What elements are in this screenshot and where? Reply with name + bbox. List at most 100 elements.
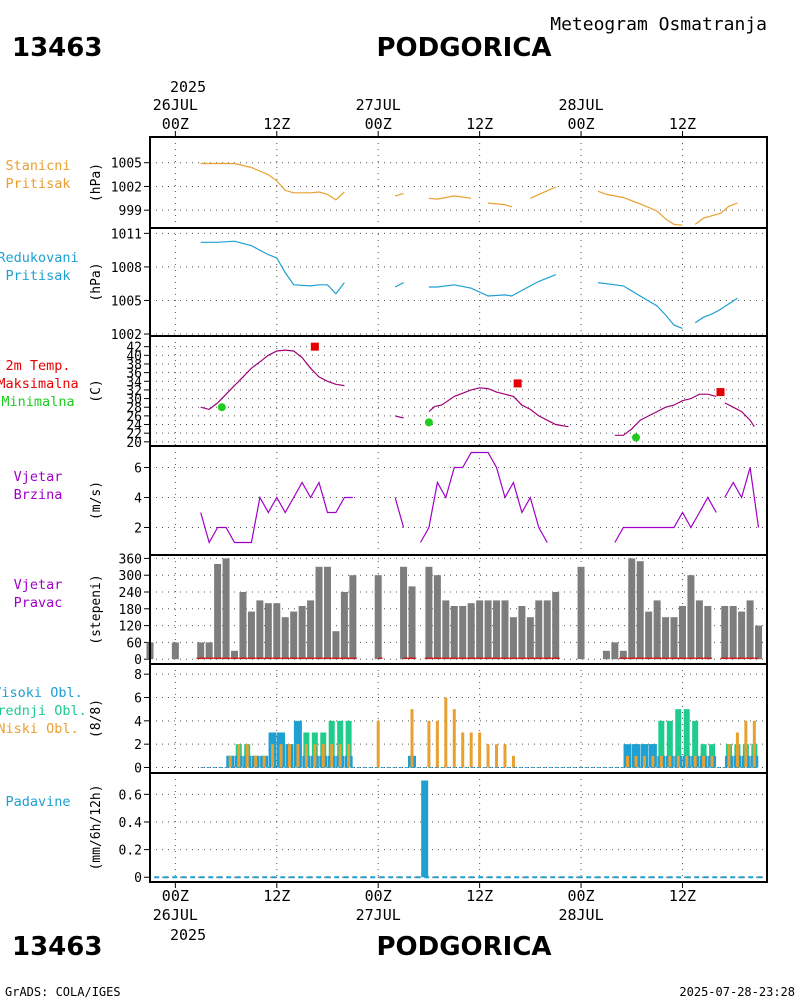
cloud-bar-low [486, 744, 490, 768]
wind-dir-bar [239, 592, 247, 660]
bottom-year: 2025 [170, 926, 206, 944]
panel-station_pressure: Stanicni Pritisak (hPa) 1005 1002 999 [5, 136, 768, 229]
min-temp-marker [217, 403, 226, 412]
wind-dir-bar [501, 600, 509, 660]
cloud-bar-low [659, 755, 663, 768]
cloud-bar-mid [337, 720, 344, 768]
cloud-bar-low [330, 744, 334, 768]
wind-dir-bar [273, 603, 281, 660]
cloud-bar-low [676, 755, 680, 768]
wind-dir-bar [729, 606, 737, 660]
bottom-tick-label: 12Z [466, 887, 493, 905]
cloud-bar-low [503, 744, 507, 768]
y-tick-label: 0.4 [119, 816, 143, 831]
wind-dir-bar [247, 611, 255, 660]
y-tick-label: 240 [119, 586, 142, 601]
cloud-bar-low [693, 755, 697, 768]
wind-dir-bar [509, 617, 517, 660]
y-tick-label: 6 [134, 692, 142, 707]
panel-label: 2m Temp. [5, 358, 70, 374]
panel-wind_speed: Vjetar Brzina (m/s) 6 4 2 [14, 445, 768, 556]
cloud-bar-low [237, 744, 241, 768]
y-tick-label: 36 [126, 367, 142, 382]
cloud-bar-low [626, 755, 630, 768]
cloud-bar-low [642, 755, 646, 768]
top-tick-label: 00Z [568, 115, 595, 133]
max-temp-marker [310, 342, 319, 351]
wind-dir-bar [628, 558, 636, 660]
series-line-station_pressure [488, 202, 512, 208]
wind-dir-bar [755, 625, 763, 660]
y-tick-label: 1011 [111, 227, 142, 242]
series-line-station_pressure [597, 190, 683, 226]
bottom-tick-label: 12Z [263, 887, 290, 905]
wind-dir-bar [442, 600, 450, 660]
y-tick-label: 300 [119, 569, 142, 584]
panel-label: Visoki Obl. [0, 685, 83, 701]
cloud-bar-low [702, 755, 706, 768]
y-tick-label: 6 [134, 462, 142, 477]
series-line-reduced_pressure [694, 297, 738, 324]
panel-label: Pravac [14, 595, 63, 611]
wind-dir-bar [476, 600, 484, 660]
series-line-wind_speed [200, 480, 353, 545]
bottom-tick-label: 00Z [162, 887, 189, 905]
y-tick-label: 42 [126, 341, 142, 356]
y-tick-label: 26 [126, 410, 142, 425]
cloud-bar-low [651, 755, 655, 768]
axis-unit: (8/8) [89, 699, 104, 738]
cloud-bar-high [293, 720, 302, 768]
panel-label: Stanicni [5, 158, 70, 174]
cloud-bar-low [313, 744, 317, 768]
cloud-bar-low [469, 732, 473, 768]
series-line-reduced_pressure [200, 240, 345, 295]
y-tick-label: 0 [134, 871, 142, 886]
bottom-tick-date: 28JUL [558, 906, 603, 924]
cloud-bar-mid [345, 720, 352, 768]
panel-label: Padavine [5, 794, 70, 810]
y-tick-label: 0 [134, 653, 142, 668]
precip-bar [421, 780, 429, 878]
wind-dir-bar [602, 650, 610, 660]
y-tick-label: 180 [119, 603, 142, 618]
cloud-bar-mid [666, 720, 673, 768]
y-tick-label: 4 [134, 492, 142, 507]
wind-dir-bar [611, 642, 619, 660]
cloud-bar-low [444, 697, 448, 768]
axis-unit: (mm/6h/12h) [89, 784, 104, 870]
y-tick-label: 1008 [111, 261, 142, 276]
max-temp-marker [513, 379, 522, 388]
y-tick-label: 0.6 [119, 788, 142, 803]
wind-dir-bar [543, 600, 551, 660]
y-tick-label: 4 [134, 715, 142, 730]
wind-dir-bar [433, 575, 441, 660]
wind-dir-bar [653, 600, 661, 660]
panel-label: Vjetar [14, 577, 63, 593]
cloud-bar-low [347, 744, 351, 768]
credit-label: GrADS: COLA/IGES [5, 985, 121, 999]
top-tick-label: 12Z [466, 115, 493, 133]
series-line-wind_speed [724, 467, 760, 528]
bottom-tick-label: 00Z [568, 887, 595, 905]
wind-dir-bar [678, 606, 686, 660]
series-line-reduced_pressure [428, 274, 556, 297]
wind-dir-bar [290, 611, 298, 660]
top-tick-label: 00Z [365, 115, 392, 133]
series-line-temperature [394, 415, 404, 419]
cloud-bar-low [685, 755, 689, 768]
cloud-bar-low [710, 755, 714, 768]
axis-unit: (m/s) [89, 481, 104, 520]
wind-dir-bar [662, 617, 670, 660]
wind-dir-bar [459, 606, 467, 660]
timestamp-label: 2025-07-28-23:28 [679, 985, 795, 999]
panel-label: Redukovani [0, 250, 79, 266]
wind-dir-bar [670, 617, 678, 660]
axis-unit: (C) [89, 379, 104, 402]
cloud-bar-mid [683, 709, 690, 768]
top-tick-date: 27JUL [356, 96, 401, 114]
cloud-bar-low [228, 755, 232, 768]
y-tick-label: 28 [126, 401, 142, 416]
